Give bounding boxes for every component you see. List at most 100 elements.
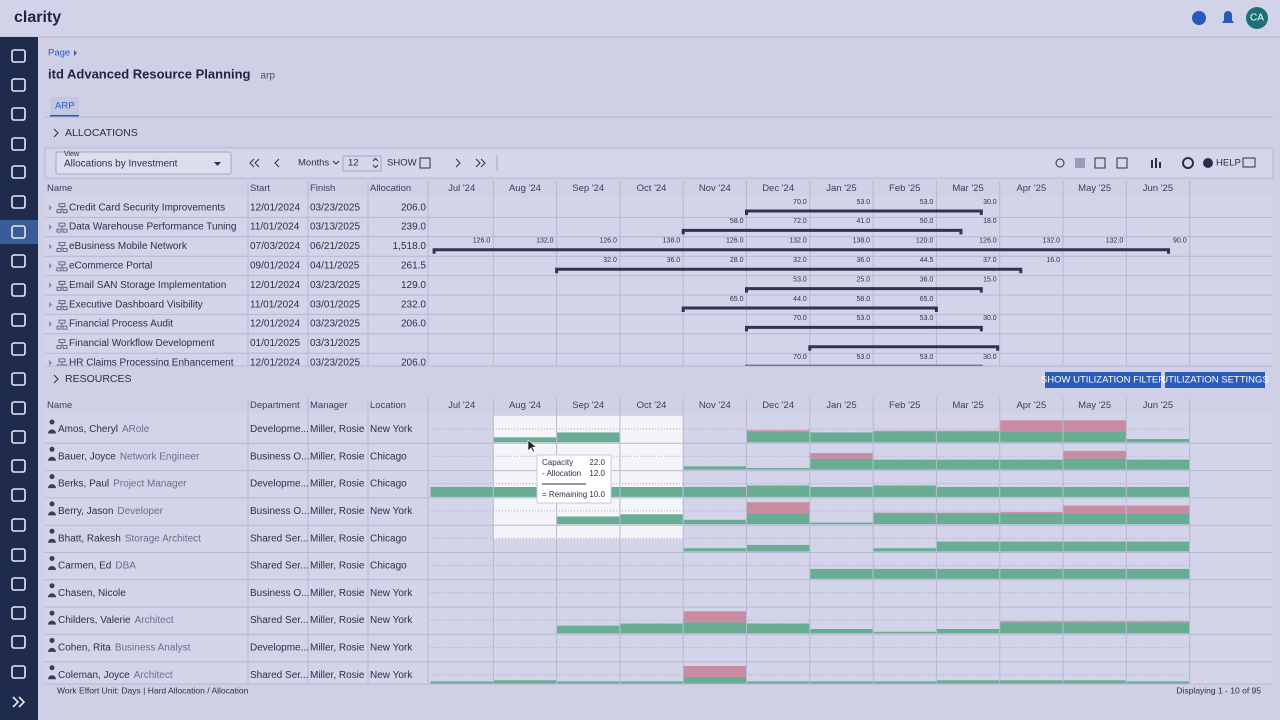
view-value[interactable]: Allocations by Investment (64, 159, 178, 170)
month-allocation: 36.0 (667, 257, 681, 264)
nav-icon[interactable] (11, 488, 26, 502)
section-toggle[interactable] (53, 374, 59, 384)
section-toggle[interactable] (53, 128, 59, 138)
show-icon[interactable] (419, 157, 431, 169)
investment-name[interactable]: Credit Card Security Improvements (69, 202, 225, 213)
column-header[interactable]: Finish (310, 183, 335, 194)
column-header[interactable]: Name (47, 183, 72, 194)
column-header[interactable]: Location (370, 400, 406, 411)
investment-name[interactable]: Financial Workflow Development (69, 338, 215, 349)
help-icon[interactable] (1192, 11, 1206, 25)
resource-name[interactable]: Cohen, Rita (58, 643, 111, 654)
nav-icon[interactable] (11, 401, 26, 415)
investment-name[interactable]: Email SAN Storage Implementation (69, 280, 226, 291)
monitor-icon[interactable] (1242, 157, 1256, 168)
nav-icon[interactable] (11, 78, 26, 92)
resource-name[interactable]: Carmen, Ed (58, 561, 111, 572)
notification-icon[interactable] (1222, 11, 1234, 23)
tab-bg[interactable] (50, 97, 79, 116)
export-icon[interactable] (1094, 157, 1106, 169)
nav-icon[interactable] (11, 49, 26, 63)
row-expand[interactable] (49, 262, 52, 269)
nav-expand[interactable] (12, 696, 26, 708)
avatar[interactable] (1246, 7, 1268, 29)
next-page[interactable] (455, 158, 461, 168)
nav-icon[interactable] (11, 635, 26, 649)
nav-icon[interactable] (11, 342, 26, 356)
column-header[interactable]: Manager (310, 400, 348, 411)
last-page[interactable] (475, 158, 486, 168)
resource-name[interactable]: Childers, Valerie (58, 615, 131, 626)
help[interactable]: HELP (1216, 158, 1241, 169)
row-expand[interactable] (49, 243, 52, 250)
row-expand[interactable] (49, 204, 52, 211)
investment-name[interactable]: Executive Dashboard Visibility (69, 299, 203, 310)
row-expand[interactable] (49, 359, 52, 366)
resource-role: ARole (122, 424, 150, 435)
breadcrumb[interactable]: Page (48, 48, 70, 59)
filter-button-label[interactable]: SHOW UTILIZATION FILTER (1041, 375, 1165, 386)
nav-icon[interactable] (11, 518, 26, 532)
copy-icon[interactable] (1116, 157, 1128, 169)
view-select[interactable] (55, 151, 232, 175)
help-circle[interactable] (1203, 158, 1213, 168)
person-icon (48, 583, 56, 598)
nav-icon[interactable] (11, 195, 26, 209)
period[interactable]: Months (298, 158, 329, 169)
resource-name[interactable]: Bauer, Joyce (58, 451, 116, 462)
nav-icon[interactable] (11, 606, 26, 620)
nav-icon[interactable] (11, 665, 26, 679)
investment-name[interactable]: eBusiness Mobile Network (69, 241, 188, 252)
settings-button-label[interactable]: UTILIZATION SETTINGS (1161, 375, 1269, 386)
settings-button[interactable] (1165, 372, 1265, 388)
brand[interactable]: clarity (14, 9, 61, 26)
allocation-bar (1126, 439, 1190, 443)
filter-button[interactable] (1045, 372, 1161, 388)
nav-icon[interactable] (11, 372, 26, 386)
allocation-bar (1000, 513, 1063, 525)
row-expand[interactable] (49, 282, 52, 289)
investment-name[interactable]: Financial Process Audit (69, 319, 173, 330)
section-title[interactable]: RESOURCES (65, 373, 132, 385)
nav-icon[interactable] (11, 107, 26, 121)
resource-name[interactable]: Amos, Cheryl (58, 424, 118, 435)
column-header[interactable]: Start (250, 183, 270, 194)
nav-icon[interactable] (11, 548, 26, 562)
count-box[interactable] (342, 155, 382, 172)
column-header[interactable]: Allocation (370, 183, 411, 194)
investment-name[interactable]: eCommerce Portal (69, 261, 152, 272)
count[interactable]: 12 (348, 158, 359, 169)
nav-icon[interactable] (11, 577, 26, 591)
nav-icon[interactable] (11, 283, 26, 297)
investment-name[interactable]: HR Claims Processing Enhancement (69, 358, 234, 369)
chart-icon[interactable] (1151, 158, 1161, 168)
resource-name[interactable]: Coleman, Joyce (58, 670, 130, 681)
nav-icon[interactable] (11, 459, 26, 473)
resource-name[interactable]: Berks, Paul (58, 479, 109, 490)
row-expand[interactable] (49, 321, 52, 328)
show[interactable]: SHOW (387, 158, 417, 169)
nav-icon[interactable] (11, 254, 26, 268)
resource-name[interactable]: Chasen, Nicole (58, 588, 126, 599)
settings-icon[interactable] (1182, 157, 1194, 169)
row-expand[interactable] (49, 301, 52, 308)
refresh-icon[interactable] (1055, 158, 1065, 168)
nav-icon[interactable] (11, 165, 26, 179)
allocation-bar (810, 568, 873, 579)
resource-name[interactable]: Bhatt, Rakesh (58, 533, 121, 544)
column-header[interactable]: Name (47, 400, 72, 411)
section-title[interactable]: ALLOCATIONS (65, 127, 138, 139)
count-spinner[interactable] (372, 157, 379, 169)
investment-name[interactable]: Data Warehouse Performance Tuning (69, 222, 237, 233)
nav-icon[interactable] (11, 137, 26, 151)
tab[interactable]: ARP (55, 101, 75, 112)
nav-icon[interactable] (11, 430, 26, 444)
nav-icon[interactable] (11, 225, 26, 239)
first-page[interactable] (249, 158, 260, 168)
nav-icon[interactable] (11, 313, 26, 327)
column-header[interactable]: Department (250, 400, 300, 411)
resource-name[interactable]: Berry, Jason (58, 506, 113, 517)
row-expand[interactable] (49, 224, 52, 231)
prev-page[interactable] (274, 158, 280, 168)
save-icon[interactable] (1075, 158, 1085, 168)
